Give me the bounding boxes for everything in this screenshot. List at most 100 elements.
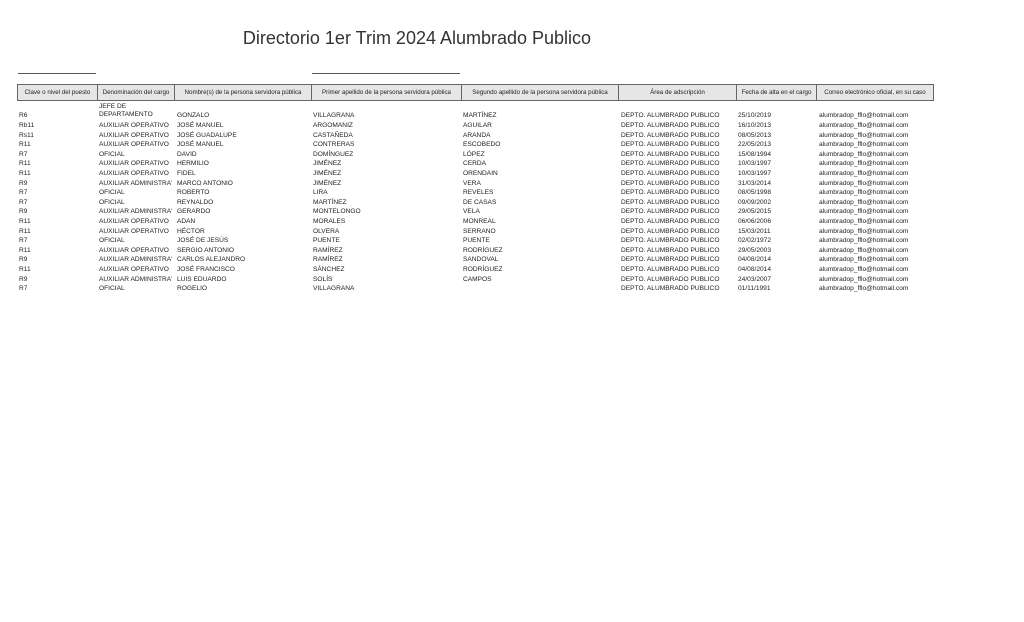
table-cell: 08/05/2013	[738, 131, 772, 139]
table-cell: alumbradop_fflo@hotmail.com	[819, 285, 909, 293]
table-cell: SOLÍS	[313, 275, 333, 283]
table-cell: R9	[19, 208, 28, 216]
table-cell: AUXILIAR OPERATIVO	[99, 141, 169, 149]
table-cell: JOSÉ DE JESÚS	[177, 237, 229, 245]
table-cell: JEFE DE DEPARTAMENTO	[99, 103, 153, 118]
table-cell: DEPTO. ALUMBRADO PUBLICO	[621, 246, 720, 254]
table-cell: DEPTO. ALUMBRADO PUBLICO	[621, 112, 720, 120]
table-cell: DEPTO. ALUMBRADO PUBLICO	[621, 122, 720, 129]
page-title: Directorio 1er Trim 2024 Alumbrado Publi…	[242, 28, 592, 48]
table-cell: alumbradop_fflo@hotmail.com	[819, 265, 909, 273]
table-cell: alumbradop_fflo@hotmail.com	[819, 160, 909, 168]
table-cell: CASTAÑEDA	[313, 131, 353, 139]
table-cell: DEPTO. ALUMBRADO PUBLICO	[621, 189, 720, 197]
table-cell: FIDEL	[177, 169, 196, 177]
table-cell: AUXILIAR OPERATIVO	[99, 169, 169, 177]
table-cell: DEPTO. ALUMBRADO PUBLICO	[621, 160, 720, 168]
table-cell: DEPTO. ALUMBRADO PUBLICO	[621, 169, 720, 177]
table-cell: VERA	[463, 179, 481, 187]
table-cell: JOSÉ MANUEL	[177, 141, 224, 149]
table-cell: PUENTE	[463, 237, 490, 245]
table-cell: AUXILIAR ADMINISTRA'	[99, 179, 173, 187]
table-cell: DEPTO. ALUMBRADO PUBLICO	[621, 198, 720, 206]
table-cell: AUXILIAR ADMINISTRA'	[99, 256, 173, 264]
table-cell: DEPTO. ALUMBRADO PUBLICO	[621, 131, 720, 139]
table-cell: AUXILIAR OPERATIVO	[99, 160, 169, 168]
table-cell: DEPTO. ALUMBRADO PUBLICO	[621, 265, 720, 273]
table-cell: OLVERA	[313, 227, 340, 235]
column-header: Primer apellido de la persona servidora …	[311, 84, 461, 101]
table-cell: R9	[19, 275, 28, 283]
table-cell: 15/03/2011	[738, 227, 771, 235]
table-cell: VILLAGRANA	[313, 285, 355, 293]
table-cell: MONREAL	[463, 217, 496, 225]
column-header: Fecha de alta en el cargo	[736, 84, 816, 101]
table-cell: 09/09/2002	[738, 198, 772, 206]
table-cell: alumbradop_fflo@hotmail.com	[819, 217, 909, 225]
table-cell: 24/03/2007	[738, 275, 772, 283]
table-cell: R7	[19, 285, 28, 293]
table-cell: AUXILIAR OPERATIVO	[99, 246, 169, 254]
table-cell: AGUILAR	[463, 122, 492, 129]
table-cell: OFICIAL	[99, 189, 125, 197]
table-cell: HERMILIO	[177, 160, 209, 168]
table-header: Clave o nivel del puesto Denominación del…	[17, 84, 934, 101]
column-header: Correo electrónico oficial, en su caso	[816, 84, 934, 101]
table-cell: alumbradop_fflo@hotmail.com	[819, 169, 909, 177]
column-header: Clave o nivel del puesto	[17, 84, 97, 101]
table-cell: R11	[19, 217, 31, 225]
column-header: Denominación del cargo	[97, 84, 174, 101]
table-cell: alumbradop_fflo@hotmail.com	[819, 198, 909, 206]
table-cell: alumbradop_fflo@hotmail.com	[819, 141, 909, 149]
table-cell: DEPTO. ALUMBRADO PUBLICO	[621, 237, 720, 245]
table-cell: 22/05/2013	[738, 141, 772, 149]
table-cell: AUXILIAR OPERATIVO	[99, 227, 169, 235]
table-cell: LIRA	[313, 189, 328, 197]
column-header: Área de adscripción	[618, 84, 736, 101]
table-cell: RODRÍGUEZ	[463, 246, 503, 254]
table-cell: 31/03/2014	[738, 179, 772, 187]
table-cell: 06/06/2006	[738, 217, 772, 225]
table-cell: alumbradop_fflo@hotmail.com	[819, 246, 909, 254]
table-cell: LÓPEZ	[463, 150, 485, 158]
table-cell: AUXILIAR OPERATIVO	[99, 265, 169, 273]
table-cell: OFICIAL	[99, 198, 125, 206]
table-cell: ADAN	[177, 217, 196, 225]
table-cell: alumbradop_fflo@hotmail.com	[819, 275, 909, 283]
table-cell: ARGOMANIZ	[313, 122, 353, 129]
table-cell: CARLOS ALEJANDRO	[177, 256, 246, 264]
table-cell: JIMÉNEZ	[313, 160, 342, 168]
table-cell: R11	[19, 227, 31, 235]
table-cell: JOSÉ GUADALUPE	[177, 131, 237, 139]
table-cell: R11	[19, 169, 31, 177]
table-cell: alumbradop_fflo@hotmail.com	[819, 208, 909, 216]
table-cell: DEPTO. ALUMBRADO PUBLICO	[621, 179, 720, 187]
table-cell: 04/08/2014	[738, 256, 772, 264]
table-cell: DEPTO. ALUMBRADO PUBLICO	[621, 227, 720, 235]
table-cell: JOSÉ MANUEL	[177, 122, 224, 129]
table-cell: R6	[19, 112, 28, 120]
table-cell: RODRÍGUEZ	[463, 265, 503, 273]
table-cell: ROGELIO	[177, 285, 208, 293]
table-cell: alumbradop_fflo@hotmail.com	[819, 256, 909, 264]
table-cell: ROBERTO	[177, 189, 210, 197]
table-cell: LUIS EDUARDO	[177, 275, 227, 283]
table-cell: DEPTO. ALUMBRADO PUBLICO	[621, 217, 720, 225]
table-cell: R7	[19, 189, 28, 197]
table-cell: alumbradop_fflo@hotmail.com	[819, 227, 909, 235]
table-cell: SANDOVAL	[463, 256, 499, 264]
table-cell: MARTÍNEZ	[463, 112, 497, 120]
table-cell: AUXILIAR ADMINISTRA'	[99, 275, 173, 283]
table-cell: 25/10/2019	[738, 112, 772, 120]
table-cell: JOSÉ FRANCISCO	[177, 265, 235, 273]
table-cell: SÁNCHEZ	[313, 265, 345, 273]
table-cell: RAMÍREZ	[313, 246, 343, 254]
table-cell: MONTELONGO	[313, 208, 361, 216]
table-cell: AUXILIAR ADMINISTRA'	[99, 208, 173, 216]
table-cell: GONZALO	[177, 112, 210, 120]
table-cell: SERGIO ANTONIO	[177, 246, 235, 254]
table-cell: alumbradop_fflo@hotmail.com	[819, 131, 909, 139]
table-cell: OFICIAL	[99, 285, 125, 293]
table-cell: R11	[19, 160, 31, 168]
table-cell: alumbradop_fflo@hotmail.com	[819, 179, 909, 187]
